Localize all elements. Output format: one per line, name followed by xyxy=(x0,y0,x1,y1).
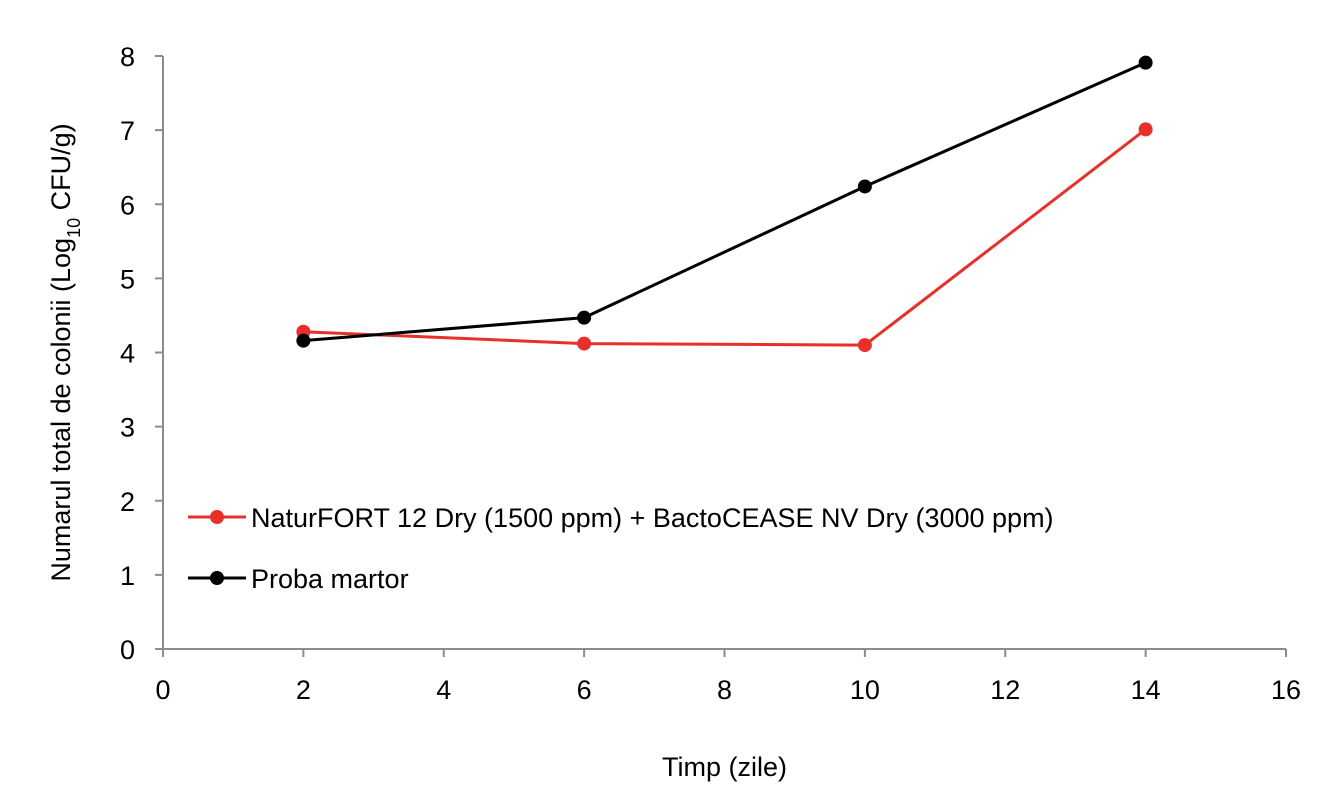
series-line-0 xyxy=(303,128,1147,347)
legend: NaturFORT 12 Dry (1500 ppm) + BactoCEASE… xyxy=(188,503,1054,594)
x-axis-title: Timp (zile) xyxy=(662,752,787,782)
y-axis-title-suffix: CFU/g) xyxy=(46,123,76,218)
y-ticks: 0 1 2 3 4 5 6 7 8 xyxy=(120,42,163,665)
series-layer xyxy=(296,55,1153,353)
x-tick-label: 8 xyxy=(717,675,732,705)
legend-item-1: Proba martor xyxy=(188,564,409,594)
x-tick-label: 10 xyxy=(850,675,880,705)
x-tick-label: 16 xyxy=(1271,675,1301,705)
data-point-0-3 xyxy=(1138,122,1153,137)
y-tick-label: 3 xyxy=(120,413,135,443)
x-tick-label: 14 xyxy=(1131,675,1161,705)
data-point-1-0 xyxy=(296,333,311,348)
y-tick-label: 5 xyxy=(120,264,135,294)
y-axis-title: Numarul total de colonii (Log10 CFU/g) xyxy=(46,123,84,581)
data-point-1-2 xyxy=(857,179,872,194)
legend-label-1: Proba martor xyxy=(251,564,409,594)
legend-label-0: NaturFORT 12 Dry (1500 ppm) + BactoCEASE… xyxy=(251,503,1054,533)
data-point-0-1 xyxy=(577,336,592,351)
data-point-1-1 xyxy=(577,310,592,325)
data-point-1-3 xyxy=(1138,55,1153,70)
x-tick-label: 6 xyxy=(577,675,592,705)
legend-marker-1 xyxy=(210,571,224,585)
y-tick-label: 4 xyxy=(120,339,135,369)
x-tick-label: 0 xyxy=(155,675,170,705)
y-axis-title-prefix: Numarul total de colonii (Log xyxy=(46,238,76,582)
series-line-1 xyxy=(303,61,1147,343)
x-tick-label: 2 xyxy=(296,675,311,705)
y-tick-label: 0 xyxy=(120,635,135,665)
y-tick-label: 8 xyxy=(120,42,135,72)
data-point-0-2 xyxy=(857,338,872,353)
x-tick-label: 12 xyxy=(990,675,1020,705)
y-tick-label: 7 xyxy=(120,116,135,146)
y-axis-title-subscript: 10 xyxy=(64,218,84,238)
legend-marker-0 xyxy=(210,510,224,524)
axes xyxy=(162,56,1286,650)
y-tick-label: 2 xyxy=(120,487,135,517)
y-tick-label: 6 xyxy=(120,190,135,220)
x-tick-label: 4 xyxy=(436,675,451,705)
legend-item-0: NaturFORT 12 Dry (1500 ppm) + BactoCEASE… xyxy=(188,503,1054,533)
y-tick-label: 1 xyxy=(120,561,135,591)
x-ticks: 0 2 4 6 8 10 12 14 16 xyxy=(155,649,1301,705)
